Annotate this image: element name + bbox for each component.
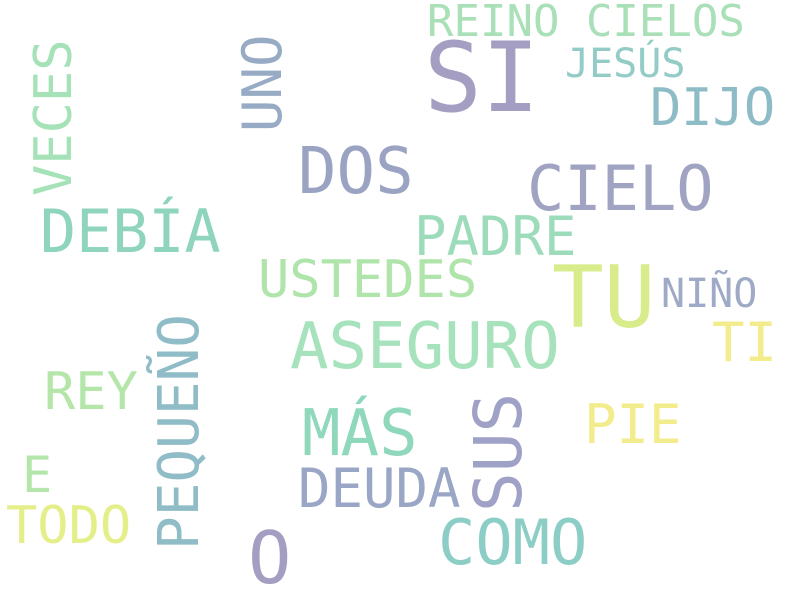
word-si: SI xyxy=(424,22,540,134)
word-deuda: DEUDA xyxy=(298,457,461,520)
word-dos: DOS xyxy=(298,135,414,209)
word-pequeno: PEQUEÑO xyxy=(147,313,212,550)
word-mas: MÁS xyxy=(302,397,418,471)
word-como: COMO xyxy=(438,506,588,579)
word-ustedes: USTEDES xyxy=(258,250,478,310)
word-padre: PADRE xyxy=(414,205,577,268)
word-aseguro: ASEGURO xyxy=(290,310,560,384)
word-uno: UNO xyxy=(231,34,294,132)
word-nino: NIÑO xyxy=(661,271,758,317)
word-pie: PIE xyxy=(584,393,682,456)
word-tu: TU xyxy=(552,248,656,348)
word-cielo: CIELO xyxy=(527,152,714,225)
word-e: E xyxy=(22,446,53,504)
word-sus: SUS xyxy=(460,392,537,512)
word-debia: DEBÍA xyxy=(40,197,221,267)
word-jesus: JESÚS xyxy=(565,41,686,87)
word-rey: REY xyxy=(44,362,138,422)
word-dijo: DIJO xyxy=(650,78,776,138)
word-todo: TODO xyxy=(6,496,132,556)
word-o: O xyxy=(248,516,292,600)
word-veces: VECES xyxy=(24,39,84,196)
word-ti: TI xyxy=(712,311,778,374)
word-reino-cielos: REINO CIELOS xyxy=(427,0,745,47)
